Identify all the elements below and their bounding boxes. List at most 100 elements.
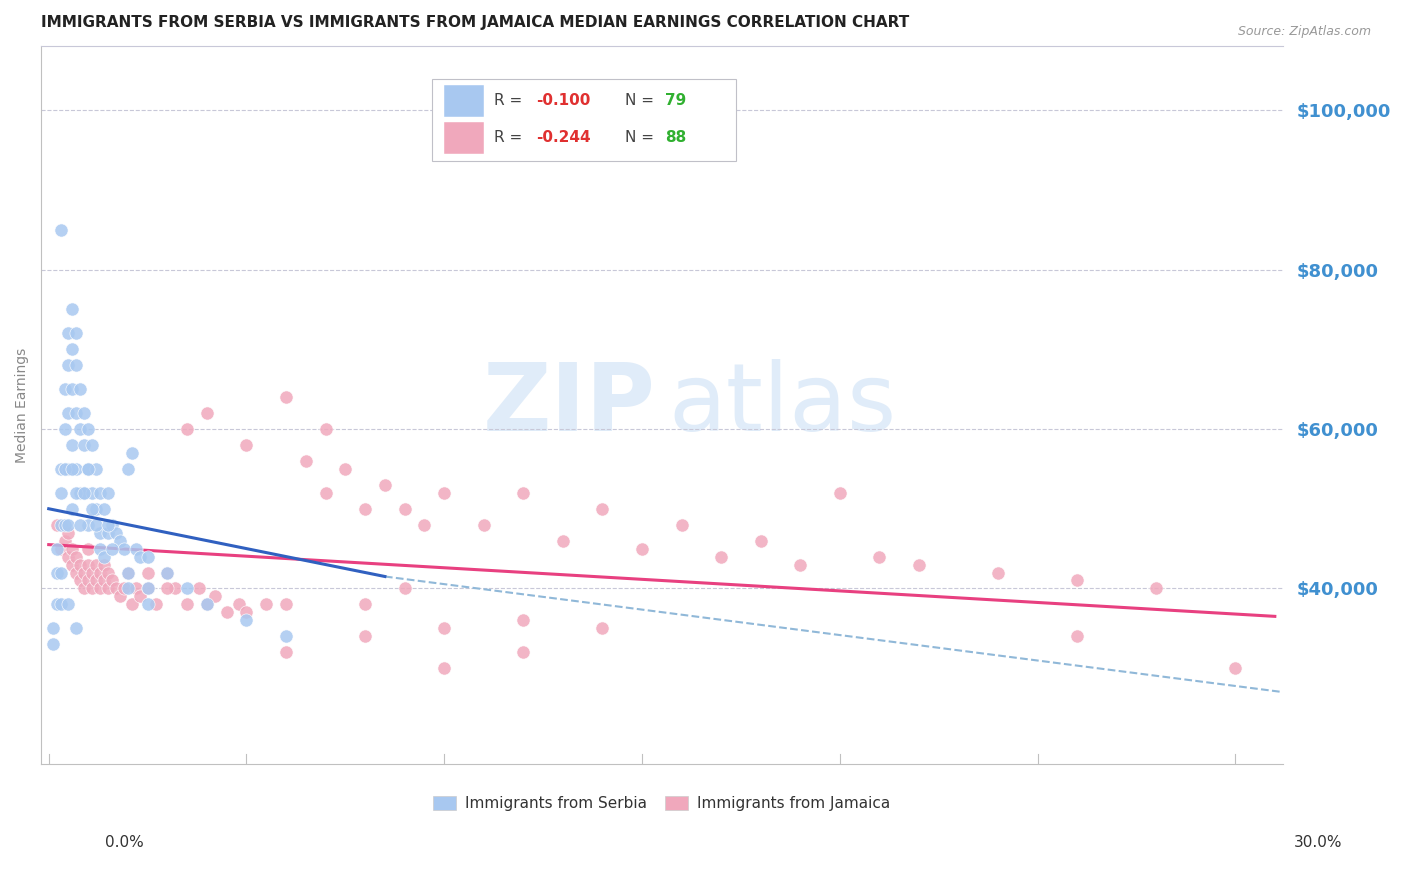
Point (49, 541, 72, 556)
Point (145, 598, 167, 612)
FancyBboxPatch shape (444, 85, 484, 117)
Text: ZIP: ZIP (482, 359, 655, 451)
Point (69, 558, 91, 572)
Point (41, 637, 63, 651)
Text: -0.244: -0.244 (536, 130, 591, 145)
Point (1066, 629, 1088, 643)
Point (77, 574, 100, 588)
Text: 30.0%: 30.0% (1295, 836, 1343, 850)
Point (49, 566, 72, 580)
Point (53, 462, 76, 476)
Point (125, 582, 148, 596)
Point (112, 582, 135, 596)
Point (354, 629, 377, 643)
Point (53, 462, 76, 476)
Point (710, 549, 733, 564)
Point (117, 566, 139, 580)
Point (77, 462, 100, 476)
Point (45, 598, 67, 612)
Point (69, 485, 91, 500)
Point (97, 525, 120, 540)
Point (128, 549, 150, 564)
Point (69, 517, 91, 532)
Text: N =: N = (624, 93, 658, 108)
Point (77, 422, 100, 436)
FancyBboxPatch shape (444, 122, 484, 154)
Point (868, 549, 890, 564)
Point (58, 517, 80, 532)
Point (112, 541, 135, 556)
Point (82, 485, 104, 500)
Point (93, 501, 115, 516)
Point (117, 462, 139, 476)
Point (274, 629, 297, 643)
Point (82, 438, 104, 452)
Point (77, 558, 100, 572)
Point (121, 598, 143, 612)
Point (195, 598, 218, 612)
Point (65, 566, 87, 580)
Point (62, 302, 84, 317)
Text: R =: R = (494, 93, 527, 108)
Point (671, 517, 693, 532)
Point (749, 533, 772, 548)
Point (165, 582, 187, 596)
Point (433, 661, 456, 675)
Point (89, 541, 111, 556)
Point (84, 501, 107, 516)
Point (89, 566, 111, 580)
Point (235, 606, 257, 620)
Point (84, 517, 107, 532)
Point (97, 582, 120, 596)
FancyBboxPatch shape (432, 78, 737, 161)
Point (117, 566, 139, 580)
Point (58, 406, 80, 420)
Point (82, 582, 104, 596)
Point (413, 517, 436, 532)
Point (45, 517, 67, 532)
Point (294, 454, 316, 468)
Point (49, 485, 72, 500)
Point (104, 582, 127, 596)
Point (156, 582, 179, 596)
Point (77, 462, 100, 476)
Legend: Immigrants from Serbia, Immigrants from Jamaica: Immigrants from Serbia, Immigrants from … (427, 789, 897, 817)
Point (69, 422, 91, 436)
Point (65, 326, 87, 341)
Text: R =: R = (494, 130, 527, 145)
Point (274, 390, 297, 404)
Point (156, 566, 179, 580)
Point (65, 621, 87, 635)
Point (69, 382, 91, 396)
Text: 79: 79 (665, 93, 686, 108)
Point (235, 613, 257, 627)
Point (335, 462, 357, 476)
Point (631, 541, 654, 556)
Point (354, 598, 377, 612)
Point (49, 517, 72, 532)
Point (45, 566, 67, 580)
Point (65, 359, 87, 373)
Point (987, 566, 1010, 580)
Point (512, 645, 534, 659)
Point (433, 621, 456, 635)
Point (235, 438, 257, 452)
Point (62, 343, 84, 357)
Point (73, 485, 96, 500)
Point (101, 517, 124, 532)
Point (84, 558, 107, 572)
Point (53, 517, 76, 532)
Point (136, 582, 159, 596)
Point (136, 549, 159, 564)
Point (62, 558, 84, 572)
Text: -0.100: -0.100 (536, 93, 591, 108)
Point (512, 485, 534, 500)
Point (254, 598, 277, 612)
Point (89, 582, 111, 596)
Point (62, 438, 84, 452)
Point (93, 549, 115, 564)
Point (84, 462, 107, 476)
Point (65, 462, 87, 476)
Point (315, 422, 337, 436)
Text: IMMIGRANTS FROM SERBIA VS IMMIGRANTS FROM JAMAICA MEDIAN EARNINGS CORRELATION CH: IMMIGRANTS FROM SERBIA VS IMMIGRANTS FRO… (41, 15, 910, 30)
